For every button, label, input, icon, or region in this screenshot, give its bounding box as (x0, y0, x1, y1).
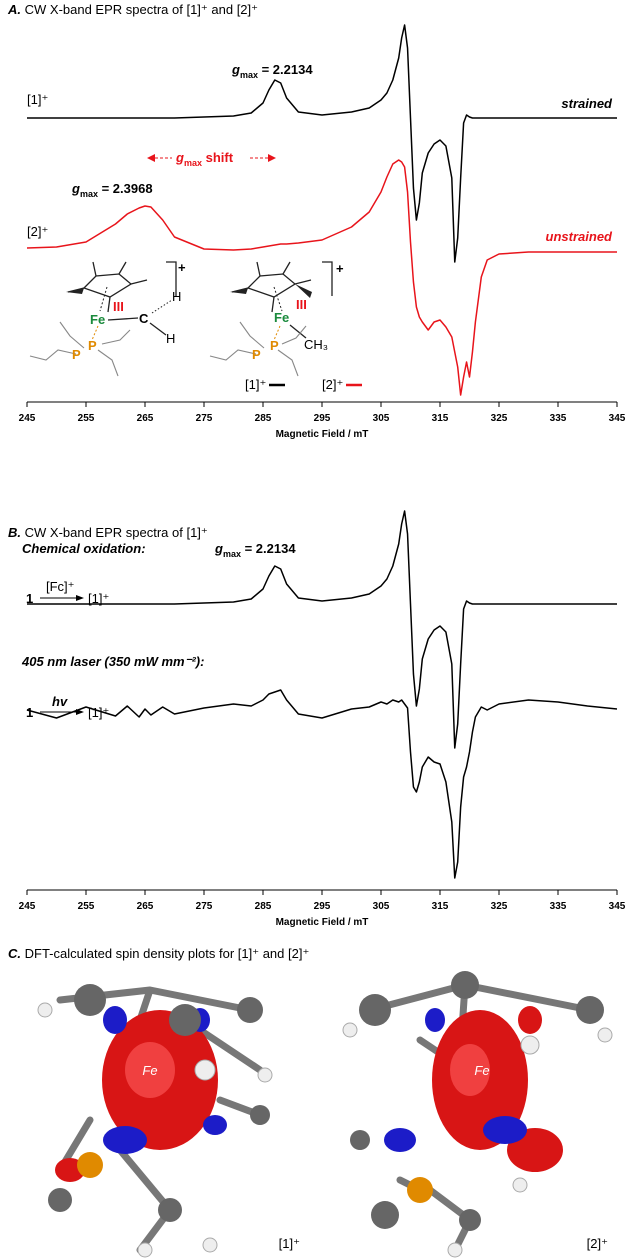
trace-label: [1]⁺ (27, 92, 48, 107)
spectrum-line (27, 510, 617, 749)
shift-arrow (147, 154, 276, 162)
x-tick-label: 275 (196, 901, 213, 912)
plot-label: [1]⁺ (279, 1236, 300, 1251)
panel-title: A. CW X-band EPR spectra of [1]⁺ and [2]… (7, 2, 258, 17)
trace-note: unstrained (546, 229, 614, 244)
x-tick-label: 255 (78, 413, 95, 424)
x-tick-label: 295 (314, 901, 331, 912)
spectrum-line (27, 24, 617, 263)
panel-title: B. CW X-band EPR spectra of [1]⁺ (8, 525, 208, 540)
product: [1]⁺ (88, 591, 109, 606)
x-tick-label: 315 (432, 901, 449, 912)
plot-label: [2]⁺ (587, 1236, 608, 1251)
atom: C (139, 311, 149, 326)
charge: + (336, 261, 344, 276)
atom: H (166, 331, 175, 346)
atom: P (252, 347, 261, 362)
spectrum-line (26, 159, 617, 396)
x-axis-label: Magnetic Field / mT (276, 917, 369, 928)
legend-label: [1]⁺ (245, 377, 266, 392)
atom-label: Fe (474, 1063, 489, 1078)
reagent: hv (52, 694, 68, 709)
g-annotation: gmax = 2.3968 (71, 181, 153, 199)
spin-density-plot (37, 984, 273, 1258)
x-tick-label: 245 (19, 901, 36, 912)
atom: P (270, 338, 279, 353)
structure (209, 261, 333, 377)
atom: P (72, 347, 81, 362)
atom: Fe (90, 312, 105, 327)
x-tick-label: 325 (491, 901, 508, 912)
atom: CH₃ (304, 337, 328, 352)
trace-label: [2]⁺ (27, 224, 48, 239)
x-tick-label: 325 (491, 413, 508, 424)
g-annotation: gmax = 2.2134 (231, 62, 313, 80)
x-tick-label: 245 (19, 413, 36, 424)
x-tick-label: 295 (314, 413, 331, 424)
atom: H (172, 289, 181, 304)
x-tick-label: 335 (550, 413, 567, 424)
spin-density-plot (342, 971, 613, 1258)
reaction-arrow (40, 595, 84, 715)
trace-note: strained (561, 96, 613, 111)
x-tick-label: 255 (78, 901, 95, 912)
x-tick-label: 305 (373, 901, 390, 912)
panel-title: C. DFT-calculated spin density plots for… (8, 946, 309, 961)
atom-label: Fe (142, 1063, 157, 1078)
atom: P (88, 338, 97, 353)
reactant: 1 (26, 705, 33, 720)
x-axis-label: Magnetic Field / mT (276, 429, 369, 440)
x-tick-label: 285 (255, 413, 272, 424)
x-tick-label: 275 (196, 413, 213, 424)
reagent: [Fc]⁺ (46, 579, 75, 594)
x-tick-label: 345 (609, 901, 626, 912)
structure (29, 261, 177, 377)
oxidation-state: III (296, 297, 307, 312)
x-tick-label: 265 (137, 901, 154, 912)
legend-label: [2]⁺ (322, 377, 343, 392)
x-tick-label: 335 (550, 901, 567, 912)
g-annotation: gmax = 2.2134 (214, 541, 296, 559)
charge: + (178, 260, 186, 275)
x-tick-label: 345 (609, 413, 626, 424)
spectrum-line (26, 689, 618, 879)
x-tick-label: 265 (137, 413, 154, 424)
reactant: 1 (26, 591, 33, 606)
condition-label: 405 nm laser (350 mW mm⁻²): (21, 654, 204, 669)
x-tick-label: 285 (255, 901, 272, 912)
shift-annotation: gmax shift (175, 150, 234, 168)
atom: Fe (274, 310, 289, 325)
condition-label: Chemical oxidation: (22, 541, 146, 556)
x-tick-label: 315 (432, 413, 449, 424)
x-tick-label: 305 (373, 413, 390, 424)
oxidation-state: III (113, 299, 124, 314)
